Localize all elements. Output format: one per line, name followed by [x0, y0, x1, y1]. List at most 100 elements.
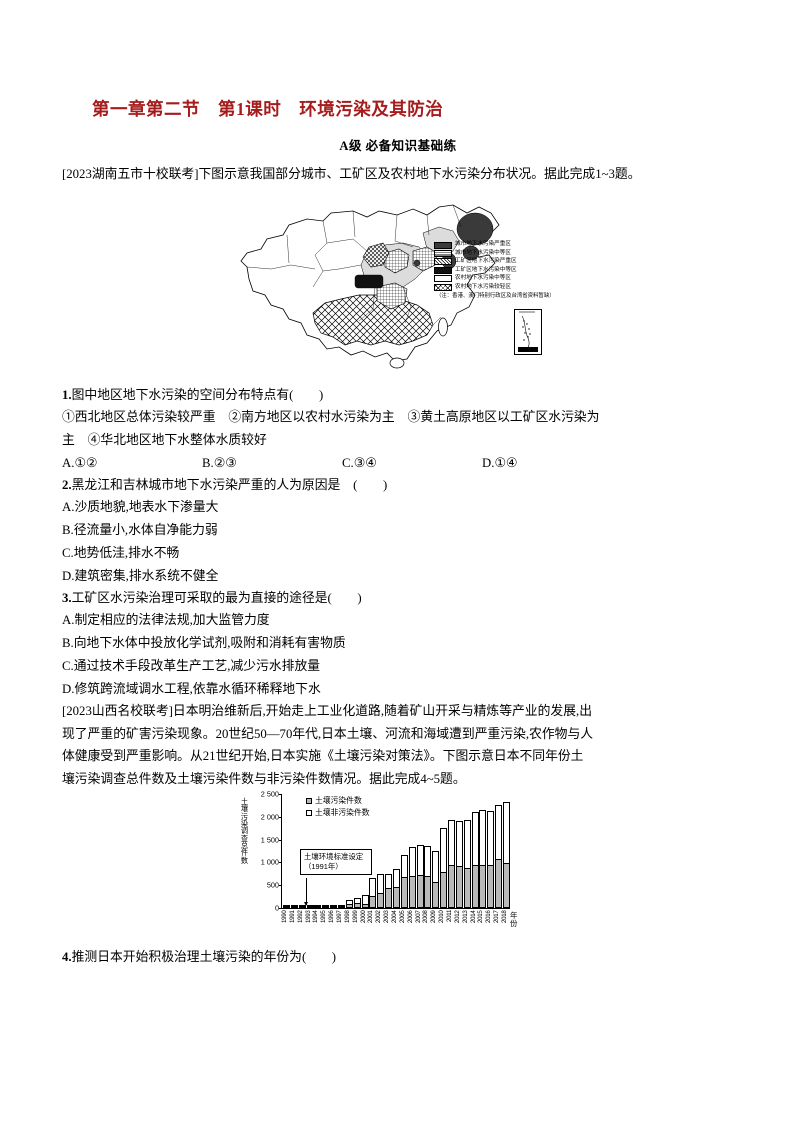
legend-swatch-city-mid: [434, 249, 452, 257]
chart-bar: [338, 904, 345, 908]
chart-bar-segment-nonpolluted: [322, 905, 330, 906]
question-1-option-a[interactable]: A.①②: [62, 452, 202, 474]
chart-bar: [330, 905, 338, 908]
chart-y-tick-500: 500: [266, 880, 279, 890]
chart-x-tick-label: 2012: [453, 910, 461, 923]
page-content: 第一章第二节 第1课时 环境污染及其防治 A级 必备知识基础练 [2023湖南五…: [62, 96, 734, 968]
chart-bar-segment-polluted: [385, 888, 393, 908]
chart-axis-tick: [279, 839, 282, 841]
chart-bar-segment-polluted: [338, 905, 345, 908]
chart-bar-segment-nonpolluted: [448, 819, 456, 865]
question-2-stem: 2.黑龙江和吉林城市地下水污染严重的人为原因是 ( ): [62, 474, 734, 496]
question-3-option-d[interactable]: D.修筑跨流域调水工程,依靠水循环稀释地下水: [62, 681, 321, 696]
chart-bar-segment-nonpolluted: [338, 904, 345, 906]
q1-opt-b-key: B.: [202, 455, 214, 470]
chart-bar-segment-nonpolluted: [369, 878, 377, 897]
map-region-mine-heavy: [362, 243, 390, 268]
question-3-option-a[interactable]: A.制定相应的法律法规,加大监管力度: [62, 613, 270, 628]
chart-bar-segment-polluted: [369, 896, 377, 908]
chart-bar-segment-nonpolluted: [314, 905, 322, 906]
question-2-text: 黑龙江和吉林城市地下水污染严重的人为原因是 ( ): [71, 478, 388, 493]
chart-bar: [361, 895, 369, 908]
q1-opt-c-text: ③④: [353, 455, 377, 470]
map-legend-note: （注：香港、澳门特别行政区及台湾省资料暂缺）: [436, 292, 555, 299]
chart-y-tick-1000: 1 000: [260, 857, 279, 867]
stimulus-paragraph-1: [2023湖南五市十校联考]下图示意我国部分城市、工矿区及农村地下水污染分布状况…: [62, 167, 641, 181]
legend-label-mine-heavy: 工矿区地下水污染严重区: [455, 258, 517, 265]
chart-y-tick-0: 0: [274, 903, 279, 913]
map-region-city-mid: [376, 247, 438, 310]
chart-bars: [282, 794, 511, 908]
chart-x-tick-label: 2006: [406, 910, 414, 923]
chart-bar-segment-nonpolluted: [424, 846, 432, 877]
chart-legend-swatch-polluted: [306, 797, 312, 804]
question-2-option-b[interactable]: B.径流量小,水体自净能力弱: [62, 523, 218, 538]
chart-axis-tick: [279, 816, 282, 818]
chart-bar: [377, 874, 385, 908]
chart-y-ticks: 500 1 000 1 500 2 000 2 500 0: [252, 790, 280, 913]
q1-opt-d-text: ①④: [494, 455, 518, 470]
chart-plot-area: [279, 794, 511, 909]
chart-y-axis-label: 土壤污染调查总件数: [240, 797, 249, 865]
chart-bar: [448, 819, 456, 908]
question-1-option-c[interactable]: C.③④: [342, 452, 482, 474]
chart-axis-tick: [279, 908, 282, 909]
chart-bar: [290, 905, 298, 908]
chart-x-tick-label: 1999: [351, 910, 359, 923]
question-1-option-b[interactable]: B.②③: [202, 452, 342, 474]
chart-bar-segment-nonpolluted: [487, 811, 495, 865]
chart-bar-segment-nonpolluted: [416, 844, 424, 876]
question-2-option-d[interactable]: D.建筑密集,排水系统不健全: [62, 568, 219, 583]
chart-x-tick-labels: 1990 1991 1992 1993 1994 1995 1996 1997 1998 1999…: [281, 910, 509, 942]
chart-bar-segment-polluted: [322, 906, 330, 908]
chart-bar-segment-nonpolluted: [463, 819, 471, 869]
question-3-stem: 3.工矿区水污染治理可采取的最为直接的途径是( ): [62, 587, 734, 609]
chart-bar-segment-nonpolluted: [432, 851, 440, 883]
question-1-option-d[interactable]: D.①④: [482, 452, 602, 474]
chart-x-tick-label: 2004: [391, 910, 399, 923]
chart-legend-item-nonpolluted: 土壤非污染件数: [306, 807, 370, 819]
stimulus-paragraph-2-line-1: [2023山西名校联考]日本明治维新后,开始走上工业化道路,随着矿山开采与精炼等…: [62, 704, 592, 719]
question-2-option-a[interactable]: A.沙质地貌,地表水下渗量大: [62, 500, 219, 515]
chart-legend-swatch-nonpolluted: [306, 809, 312, 816]
map-legend: 城市地下水污染严重区 城市地下水污染中等区 工矿区地下水污染严重区 工矿区地下水…: [434, 241, 556, 300]
question-4-number: 4.: [62, 950, 72, 964]
chart-bar-segment-nonpolluted: [353, 898, 361, 904]
chart-bar-segment-polluted: [416, 875, 424, 908]
chart-bar-segment-nonpolluted: [290, 905, 298, 906]
chart-x-tick-label: 1992: [296, 910, 304, 923]
soil-pollution-chart-figure: 土壤污染调查总件数 500 1 000 1 500 2 000 2 500 0 1990 1…: [62, 790, 734, 944]
chart-bar-segment-polluted: [314, 906, 322, 908]
chart-legend-label-polluted: 土壤污染件数: [315, 796, 362, 805]
question-2-option-c[interactable]: C.地势低洼,排水不畅: [62, 545, 180, 560]
chart-bar-segment-polluted: [432, 882, 440, 908]
chart-bar-segment-polluted: [330, 906, 338, 908]
chart-bar-segment-polluted: [345, 903, 353, 908]
question-3-option-c[interactable]: C.通过技术手段改革生产工艺,减少污水排放量: [62, 658, 321, 673]
chart-bar-segment-nonpolluted: [330, 905, 338, 906]
chart-bar-segment-polluted: [440, 872, 448, 908]
chart-bar-segment-polluted: [487, 864, 495, 908]
chart-bar-segment-polluted: [377, 892, 385, 908]
chart-annotation-arrow-icon: [304, 878, 308, 906]
map-region-rural-light: [312, 295, 434, 346]
bar-chart: 土壤污染调查总件数 500 1 000 1 500 2 000 2 500 0 1990 1…: [240, 790, 545, 944]
chart-bar-segment-polluted: [298, 906, 306, 908]
question-4-text: 推测日本开始积极治理土壤污染的年份为( ): [71, 950, 337, 964]
chart-bar-segment-polluted: [306, 906, 314, 908]
q1-opt-b-text: ②③: [213, 455, 237, 470]
chart-bar: [345, 899, 353, 908]
chart-bar: [416, 844, 424, 908]
chart-bar-segment-polluted: [393, 886, 400, 908]
legend-swatch-mine-heavy: [434, 258, 452, 266]
legend-swatch-mine-mid: [434, 266, 452, 274]
question-3-option-b[interactable]: B.向地下水体中投放化学试剂,吸附和消耗有害物质: [62, 636, 346, 651]
chart-bar-segment-polluted: [424, 876, 432, 908]
chart-bar: [440, 828, 448, 908]
page-title: 第一章第二节 第1课时 环境污染及其防治: [92, 99, 444, 119]
chart-bar-segment-nonpolluted: [495, 804, 503, 860]
chart-x-tick-label: 1998: [343, 910, 351, 923]
legend-label-rural-light: 农村地下水污染较轻区: [455, 283, 511, 290]
legend-swatch-rural-light: [434, 283, 452, 291]
legend-item-city-mid: 城市地下水污染中等区: [434, 250, 556, 257]
